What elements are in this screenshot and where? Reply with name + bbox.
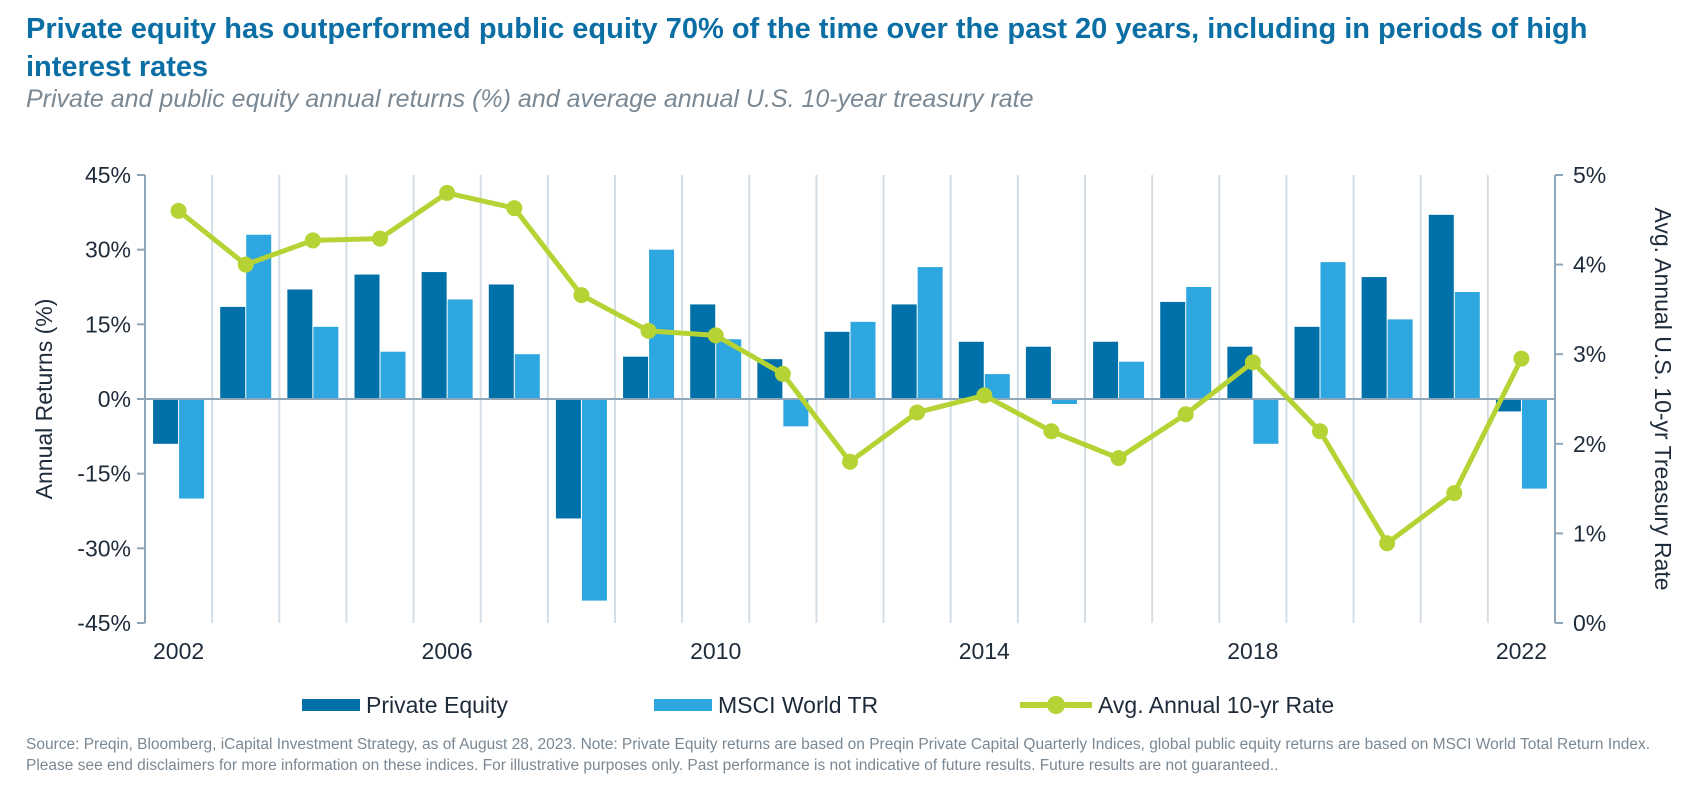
left-tick-label: -45% (77, 610, 131, 636)
rate-point (1043, 423, 1060, 440)
x-tick-label: 2018 (1227, 638, 1278, 664)
bar-msci-world (1387, 319, 1413, 399)
bar-msci-world (850, 321, 876, 399)
right-tick-label: 5% (1573, 162, 1606, 188)
chart-area: 45% 30% 15% 0% -15% -30% -45% 5% 4% 3% 2% 1% 0% 2002 2… (31, 162, 1676, 664)
legend-swatch-rate-line (1020, 688, 1092, 722)
right-tick-label: 0% (1573, 610, 1606, 636)
legend-swatch-private-equity (302, 699, 360, 711)
legend-label-rate-line: Avg. Annual 10-yr Rate (1098, 691, 1335, 718)
bar-private-equity (891, 304, 917, 399)
bar-msci-world (1320, 262, 1346, 399)
right-tick-label: 4% (1573, 252, 1606, 278)
x-tick-label: 2022 (1496, 638, 1547, 664)
bar-msci-world (1521, 399, 1547, 489)
left-tick-label: -15% (77, 461, 131, 487)
rate-point (439, 184, 456, 201)
rate-point (842, 453, 858, 470)
bar-msci-world (313, 326, 339, 399)
bar-msci-world (581, 399, 607, 601)
bar-private-equity (220, 306, 246, 399)
rate-point (304, 232, 321, 249)
left-tick-label: -30% (77, 535, 131, 561)
bar-msci-world (179, 399, 205, 499)
right-tick-label: 3% (1573, 341, 1606, 367)
rate-point (1110, 450, 1127, 467)
right-tick-label: 1% (1573, 520, 1606, 546)
axes (137, 174, 1563, 624)
rate-line (170, 184, 1530, 552)
bar-msci-world (447, 299, 473, 399)
left-axis-title: Annual Returns (%) (31, 299, 57, 500)
right-axis-title: Avg. Annual U.S. 10-yr Treasury Rate (1650, 207, 1676, 590)
bar-private-equity (1093, 341, 1119, 399)
legend-label-private-equity: Private Equity (366, 691, 508, 718)
bar-msci-world (514, 354, 540, 399)
x-tick-label: 2014 (959, 638, 1010, 664)
bars (153, 214, 1547, 601)
bar-msci-world (649, 249, 675, 399)
left-tick-label: 15% (85, 311, 131, 337)
bar-msci-world (1253, 399, 1279, 444)
bar-private-equity (1025, 346, 1051, 399)
bar-private-equity (1294, 326, 1320, 399)
left-tick-label: 0% (98, 386, 131, 412)
bar-private-equity (824, 331, 850, 399)
rate-point (1312, 423, 1328, 440)
rate-point (976, 387, 993, 404)
source-note: Source: Preqin, Bloomberg, iCapital Inve… (26, 736, 1651, 774)
bar-private-equity (1428, 214, 1454, 399)
legend-item-msci-world: MSCI World TR (654, 688, 878, 722)
rate-point (1379, 535, 1396, 552)
x-tick-label: 2006 (422, 638, 473, 664)
left-tick-label: 30% (85, 237, 131, 263)
right-tick-label: 2% (1573, 431, 1606, 457)
bar-msci-world (1186, 287, 1212, 399)
bar-msci-world (380, 351, 406, 399)
bar-private-equity (354, 274, 380, 399)
legend-label-msci-world: MSCI World TR (718, 691, 879, 718)
chart-subtitle: Private and public equity annual returns… (26, 85, 1034, 113)
legend-item-private-equity: Private Equity (302, 688, 508, 722)
x-tick-label: 2002 (153, 638, 204, 664)
rate-point (640, 322, 657, 339)
rate-point (372, 230, 388, 247)
bar-private-equity (287, 289, 313, 399)
bar-msci-world (1051, 399, 1077, 404)
rate-point (707, 327, 724, 344)
bar-private-equity (623, 356, 649, 399)
bar-msci-world (1119, 361, 1145, 399)
legend-item-rate-line: Avg. Annual 10-yr Rate (1020, 688, 1334, 722)
legend: Private Equity MSCI World TR Avg. Annual… (0, 688, 1690, 722)
x-tick-label: 2010 (690, 638, 741, 664)
rate-point (1244, 354, 1261, 371)
rate-point (573, 287, 590, 304)
bar-private-equity (488, 284, 514, 399)
bar-msci-world (1454, 291, 1480, 399)
bar-private-equity (421, 272, 447, 399)
bar-private-equity (153, 399, 179, 444)
rate-point (170, 202, 187, 219)
rate-point (1513, 350, 1530, 367)
rate-point (1446, 485, 1463, 502)
rate-point (909, 404, 926, 421)
axis-labels: 45% 30% 15% 0% -15% -30% -45% 5% 4% 3% 2% 1% 0% 2002 2… (31, 162, 1676, 664)
rate-point (774, 365, 791, 382)
bar-private-equity (555, 399, 581, 519)
legend-swatch-msci-world (654, 699, 712, 711)
bar-private-equity (1160, 301, 1186, 399)
chart-title: Private equity has outperformed public e… (26, 13, 1588, 83)
rate-point (506, 200, 523, 217)
rate-point (237, 256, 254, 273)
bar-private-equity (690, 304, 716, 399)
bar-msci-world (917, 267, 943, 399)
bar-private-equity (1361, 277, 1387, 399)
rate-point (1177, 406, 1194, 423)
left-tick-label: 45% (85, 162, 131, 188)
